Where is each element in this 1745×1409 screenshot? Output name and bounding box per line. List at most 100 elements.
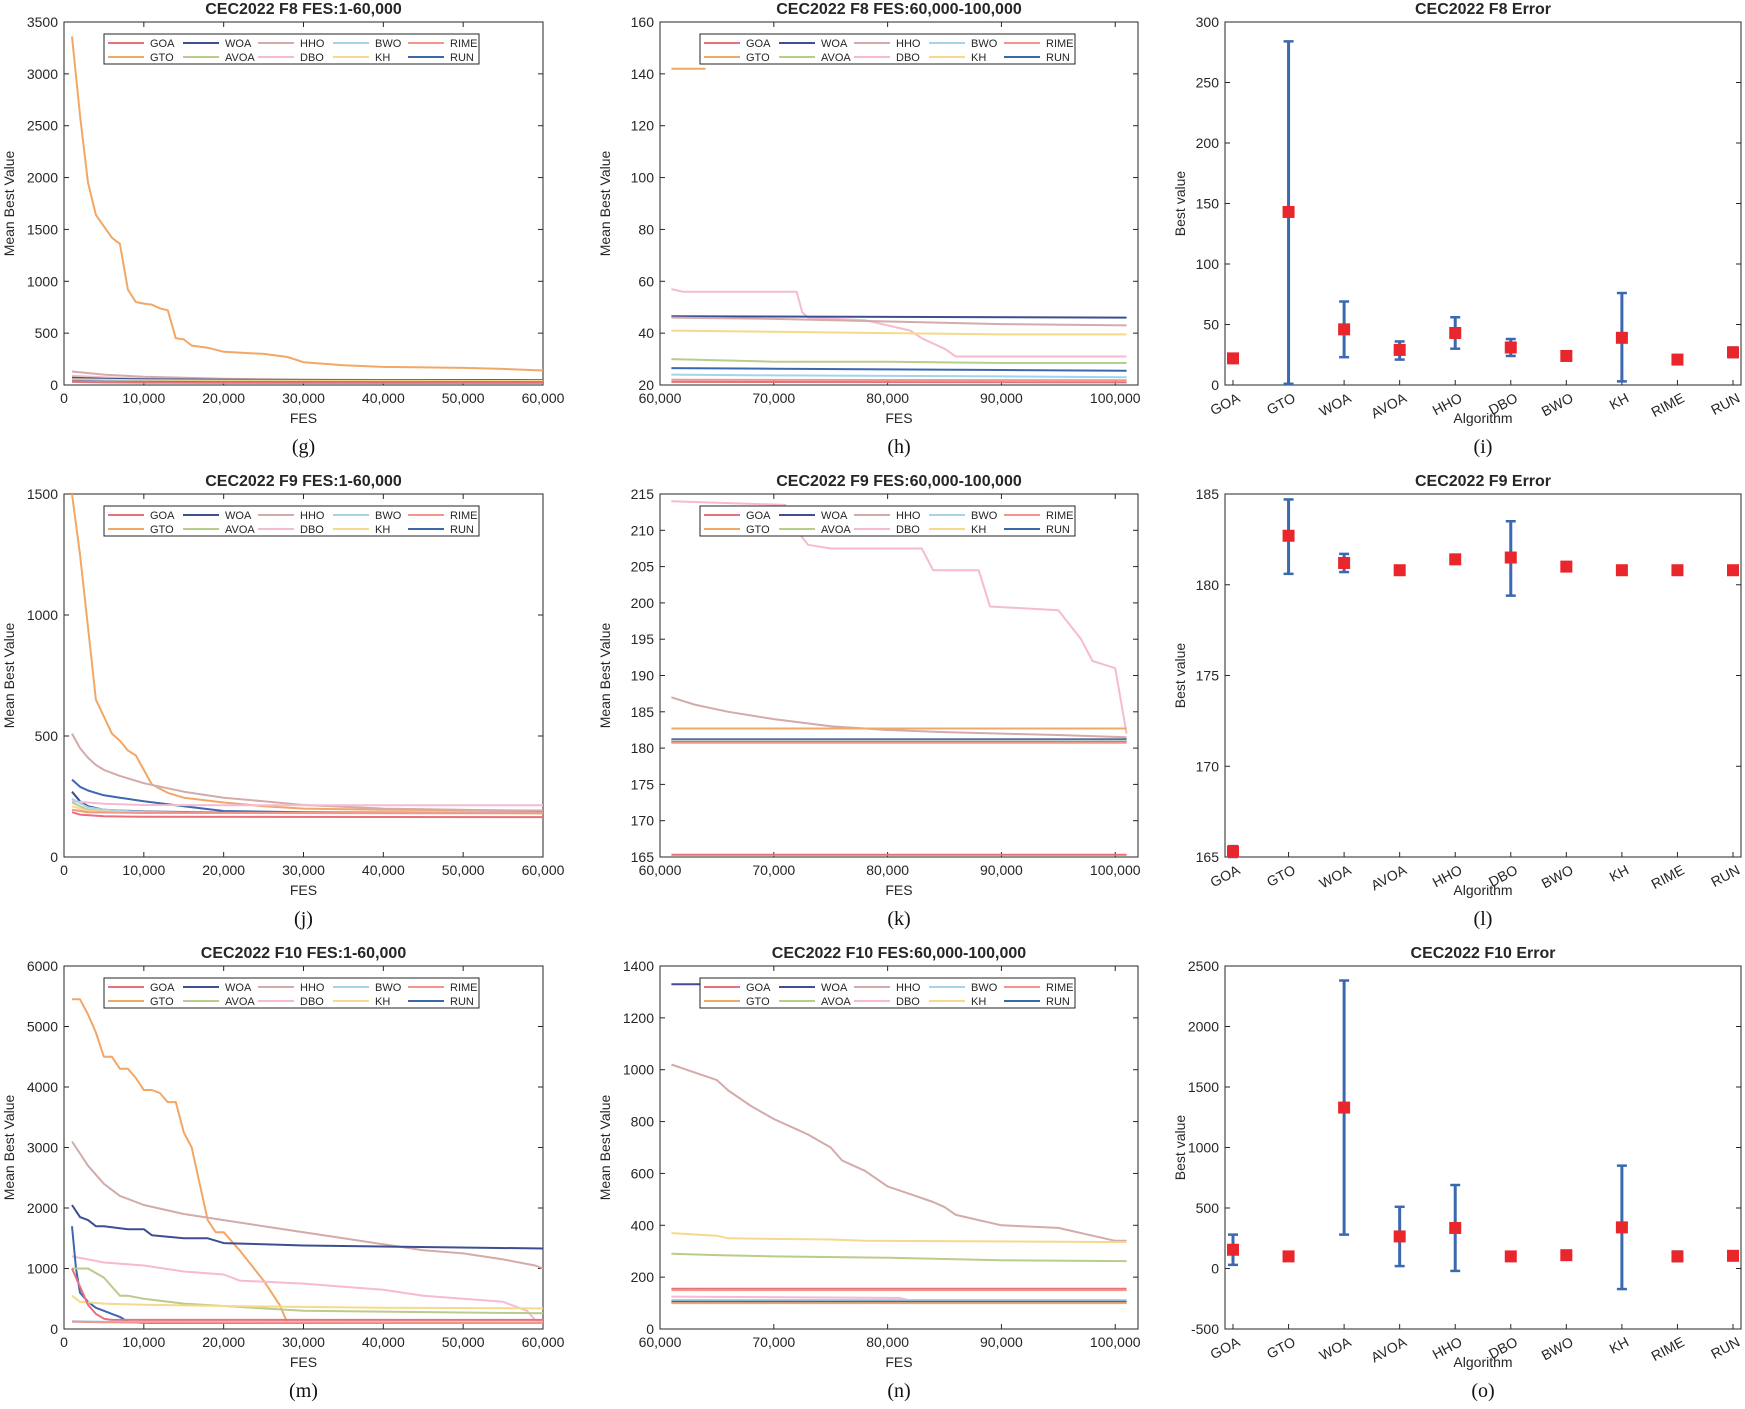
x-tick-label: GTO <box>1264 389 1298 417</box>
x-axis-label: FES <box>885 1354 912 1370</box>
series-group <box>671 500 1128 856</box>
axes-box <box>659 493 1139 858</box>
legend-label: RUN <box>1046 52 1070 64</box>
y-tick-label: 175 <box>631 776 655 792</box>
x-tick-label: 20,000 <box>202 862 245 878</box>
x-tick-label: 30,000 <box>282 862 325 878</box>
y-tick-label: 0 <box>50 1321 58 1337</box>
x-axis-label: FES <box>290 1354 317 1370</box>
y-tick-label: 185 <box>631 704 655 720</box>
y-tick-label: 500 <box>1196 1200 1220 1216</box>
x-tick-label: AVOA <box>1368 389 1410 421</box>
x-tick-label: BWO <box>1539 1333 1576 1363</box>
series-line-kh <box>671 329 1127 336</box>
legend-label: AVOA <box>821 524 851 536</box>
panel-label: (l) <box>1474 908 1493 930</box>
legend-label: BWO <box>375 510 402 522</box>
mean-marker-rime <box>1671 1250 1684 1263</box>
chart-title: CEC2022 F10 FES:60,000-100,000 <box>772 945 1026 962</box>
y-tick-label: 1200 <box>623 1010 654 1026</box>
chart-title: CEC2022 F8 FES:1-60,000 <box>205 1 402 18</box>
x-tick-label: WOA <box>1316 389 1354 419</box>
legend-box <box>699 505 1076 537</box>
chart-title: CEC2022 F8 Error <box>1415 1 1551 18</box>
panel-label: (n) <box>887 1380 910 1402</box>
series-line-kh <box>71 1294 543 1310</box>
y-tick-label: 1500 <box>27 221 58 237</box>
x-tick-label: 60,000 <box>522 1334 565 1350</box>
y-axis-label: Mean Best Value <box>1 1095 17 1201</box>
y-tick-label: 400 <box>631 1217 655 1233</box>
legend-label: AVOA <box>821 996 851 1008</box>
legend-label: GOA <box>746 38 771 50</box>
legend-label: RIME <box>450 510 478 522</box>
mean-marker-woa <box>1338 323 1351 336</box>
x-tick-label: 40,000 <box>362 390 405 406</box>
legend-label: BWO <box>971 982 998 994</box>
y-tick-label: 205 <box>631 559 655 575</box>
x-tick-label: 60,000 <box>522 390 565 406</box>
y-tick-label: 1000 <box>27 607 58 623</box>
y-tick-label: 2500 <box>1188 958 1219 974</box>
legend-label: BWO <box>375 982 402 994</box>
x-tick-label: KH <box>1607 862 1632 885</box>
series-line-hho <box>671 316 1127 327</box>
legend-label: DBO <box>300 524 324 536</box>
series-group <box>71 998 543 1324</box>
x-tick-label: 10,000 <box>122 1334 165 1350</box>
y-tick-label: 180 <box>1196 577 1220 593</box>
chart-title: CEC2022 F10 FES:1-60,000 <box>201 945 407 962</box>
legend-label: DBO <box>300 996 324 1008</box>
x-tick-label: GTO <box>1264 1333 1298 1361</box>
y-tick-label: 3000 <box>27 66 58 82</box>
y-axis-label: Mean Best Value <box>597 1095 613 1201</box>
x-tick-label: 100,000 <box>1090 862 1141 878</box>
mean-marker-gto <box>1282 205 1295 218</box>
legend-label: KH <box>971 52 986 64</box>
x-tick-label: 50,000 <box>442 862 485 878</box>
panel-label: (j) <box>294 908 313 930</box>
y-tick-label: 100 <box>631 170 655 186</box>
y-axis-label: Mean Best Value <box>1 623 17 729</box>
legend-label: RIME <box>450 38 478 50</box>
x-tick-label: WOA <box>1316 1333 1354 1363</box>
legend-label: RUN <box>450 52 474 64</box>
chart-panel-j: CEC2022 F9 FES:1-60,000 0 500 1000 1500 0 10,0… <box>1 473 565 930</box>
mean-marker-dbo <box>1504 551 1517 564</box>
y-tick-label: 210 <box>631 522 655 538</box>
y-tick-label: 1000 <box>27 1261 58 1277</box>
x-tick-label: 60,000 <box>522 862 565 878</box>
y-tick-label: 140 <box>631 66 655 82</box>
mean-marker-bwo <box>1560 1249 1573 1262</box>
y-axis-label: Best value <box>1172 643 1188 709</box>
y-tick-label: 1500 <box>1188 1079 1219 1095</box>
y-tick-label: 170 <box>631 813 655 829</box>
series-line-gto <box>72 998 543 1324</box>
y-tick-label: 4000 <box>27 1079 58 1095</box>
x-axis-label: Algorithm <box>1453 882 1512 898</box>
y-tick-label: 2000 <box>1188 1019 1219 1035</box>
series-line-rime <box>71 808 543 815</box>
series-line-avoa <box>72 1267 543 1315</box>
series-line-goa <box>671 380 1127 384</box>
y-axis-label: Mean Best Value <box>597 623 613 729</box>
y-tick-label: 2500 <box>27 118 58 134</box>
y-tick-label: 1400 <box>623 958 654 974</box>
legend-label: WOA <box>225 510 252 522</box>
legend-label: WOA <box>225 38 252 50</box>
y-tick-label: 1000 <box>1188 1140 1219 1156</box>
y-tick-label: 50 <box>1203 317 1219 333</box>
series-group <box>71 36 543 384</box>
legend-label: KH <box>375 524 390 536</box>
y-axis-label: Best value <box>1172 171 1188 237</box>
y-tick-label: 195 <box>631 631 655 647</box>
y-tick-label: 60 <box>638 273 654 289</box>
x-tick-label: GTO <box>1264 861 1298 889</box>
y-tick-label: 250 <box>1196 75 1220 91</box>
legend-label: GTO <box>150 52 174 64</box>
y-axis-label: Mean Best Value <box>597 151 613 257</box>
legend-label: WOA <box>821 38 848 50</box>
mean-marker-kh <box>1615 1221 1628 1234</box>
x-tick-label: 80,000 <box>866 1334 909 1350</box>
chart-title: CEC2022 F9 FES:60,000-100,000 <box>776 473 1022 490</box>
